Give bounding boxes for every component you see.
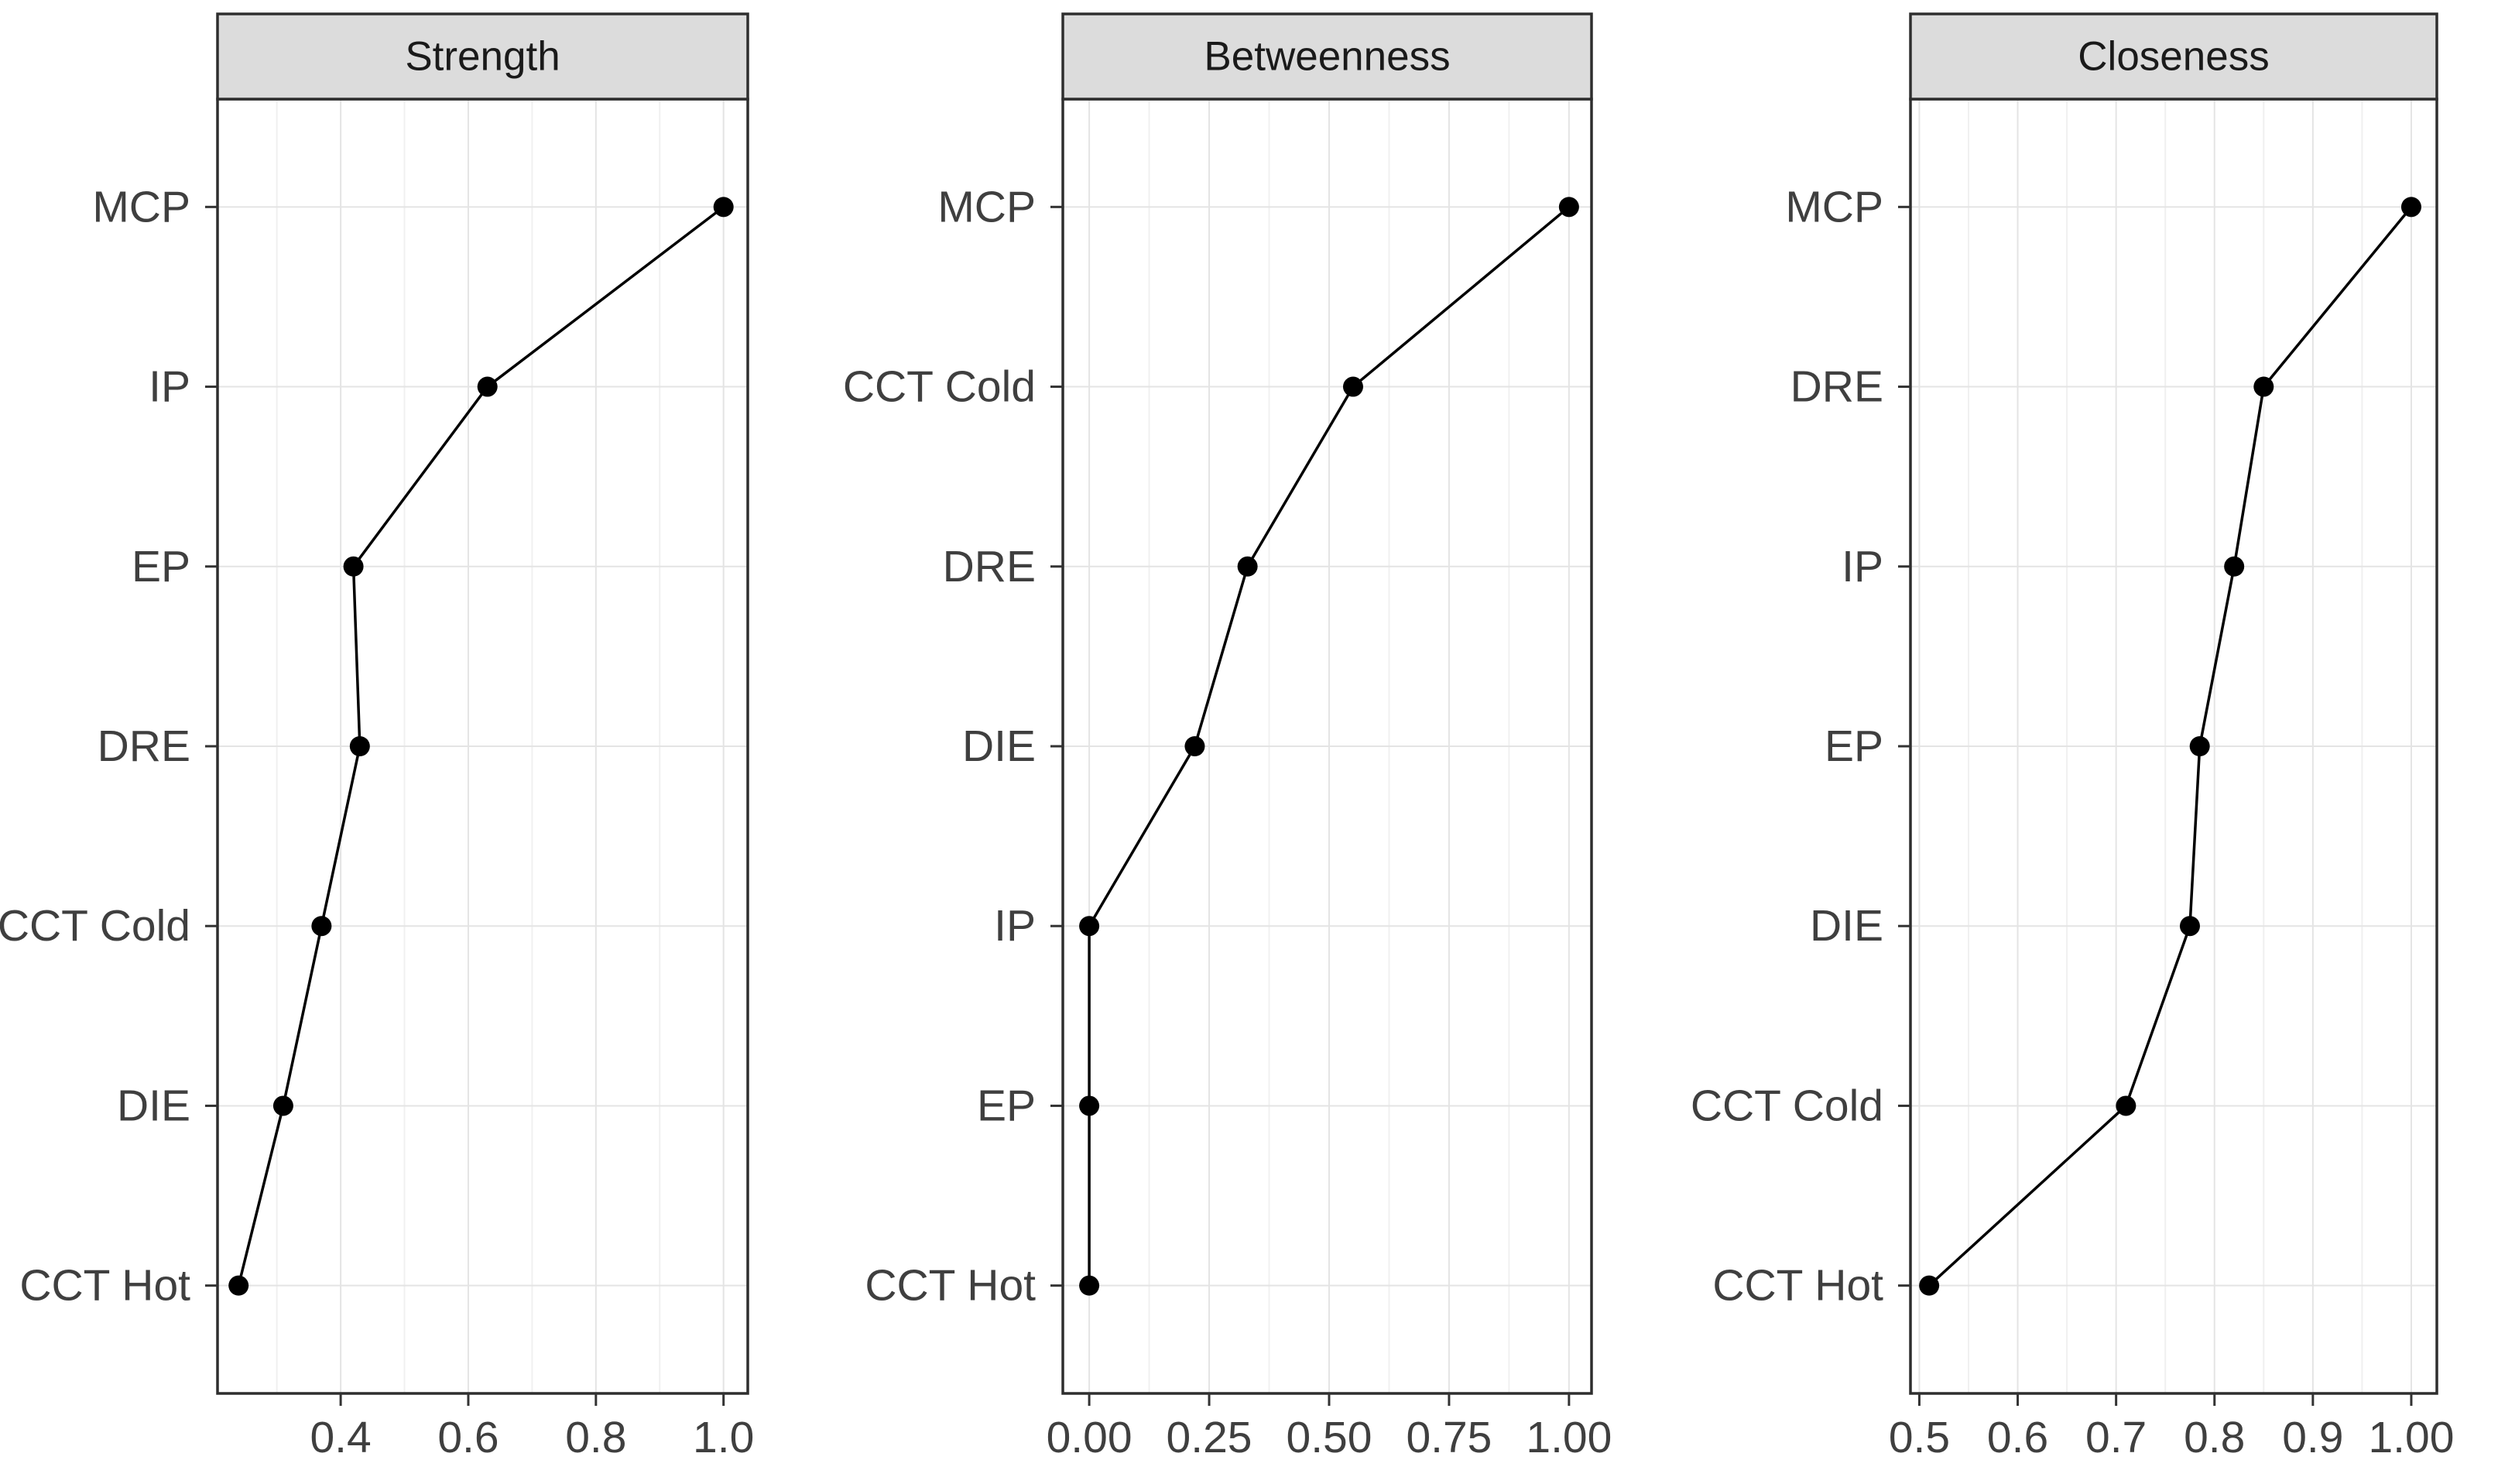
data-point	[1237, 556, 1258, 577]
y-tick-label: IP	[994, 901, 1036, 951]
y-tick-label: MCP	[937, 182, 1036, 231]
data-point	[713, 197, 734, 218]
x-tick-label: 0.6	[437, 1413, 499, 1462]
x-tick-label: 1.00	[1526, 1413, 1612, 1462]
data-point	[349, 736, 370, 756]
y-tick-label: CCT Hot	[19, 1261, 190, 1311]
y-tick-label: DIE	[1810, 901, 1883, 951]
y-tick-label: DIE	[962, 721, 1036, 771]
data-point	[2224, 556, 2245, 577]
data-point	[272, 1095, 293, 1116]
facet-closeness: Closeness MCP DRE IP EP DIE CCT Cold CCT Hot 0.5…	[1691, 12, 2454, 1462]
y-tick-label: CCT Cold	[1691, 1081, 1883, 1130]
x-tick-label: 0.75	[1406, 1413, 1492, 1462]
x-tick-label: 0.00	[1047, 1413, 1132, 1462]
data-point	[1079, 1095, 1100, 1116]
x-tick-label: 0.50	[1287, 1413, 1372, 1462]
data-point	[2400, 197, 2421, 218]
x-tick-label: 1.0	[693, 1413, 754, 1462]
facet-strength: Strength MCP IP EP DRE CCT Cold DIE CCT Hot 0.4 0…	[0, 12, 754, 1462]
data-point	[1079, 916, 1100, 937]
strip-title-strength: Strength	[405, 34, 560, 80]
y-tick-label: EP	[132, 542, 190, 591]
y-tick-label: CCT Cold	[843, 362, 1036, 412]
data-point	[311, 916, 332, 937]
y-tick-label: DIE	[117, 1081, 190, 1130]
y-tick-label: MCP	[1785, 182, 1883, 231]
y-tick-label: DRE	[98, 721, 190, 771]
facet-strip-closeness	[1909, 12, 2438, 101]
y-tick-label: EP	[1825, 721, 1883, 771]
strip-title-closeness: Closeness	[2078, 34, 2269, 80]
y-tick-label: DRE	[943, 542, 1036, 591]
y-tick-label: MCP	[92, 182, 190, 231]
data-point	[343, 556, 364, 577]
data-point	[2189, 736, 2210, 756]
data-point	[228, 1275, 249, 1296]
x-tick-label: 0.8	[565, 1413, 626, 1462]
data-point	[1184, 736, 1205, 756]
data-point	[477, 376, 498, 397]
data-point	[2253, 376, 2274, 397]
data-point	[2116, 1095, 2136, 1116]
strip-title-betweenness: Betweenness	[1204, 34, 1450, 80]
facet-strip-betweenness	[1061, 12, 1593, 101]
x-tick-label: 0.25	[1167, 1413, 1252, 1462]
x-tick-label: 0.9	[2282, 1413, 2343, 1462]
x-tick-label: 0.7	[2085, 1413, 2147, 1462]
y-tick-label: CCT Hot	[865, 1261, 1036, 1311]
x-tick-label: 0.4	[310, 1413, 371, 1462]
y-tick-label: CCT Cold	[0, 901, 190, 951]
facet-strip-strength	[216, 12, 749, 101]
y-tick-label: EP	[977, 1081, 1036, 1130]
y-tick-label: DRE	[1790, 362, 1883, 412]
data-point	[2179, 916, 2200, 937]
data-point	[1919, 1275, 1940, 1296]
x-tick-label: 1.00	[2368, 1413, 2454, 1462]
y-tick-label: IP	[1842, 542, 1883, 591]
data-point	[1342, 376, 1363, 397]
data-point	[1558, 197, 1579, 218]
facet-betweenness: Betweenness MCP CCT Cold DRE DIE IP EP CCT Hot 0…	[843, 12, 1612, 1462]
y-tick-label: CCT Hot	[1712, 1261, 1883, 1311]
x-tick-label: 0.5	[1889, 1413, 1950, 1462]
x-tick-label: 0.6	[1987, 1413, 2048, 1462]
y-tick-label: IP	[149, 362, 190, 412]
x-tick-label: 0.8	[2184, 1413, 2245, 1462]
data-point	[1079, 1275, 1100, 1296]
